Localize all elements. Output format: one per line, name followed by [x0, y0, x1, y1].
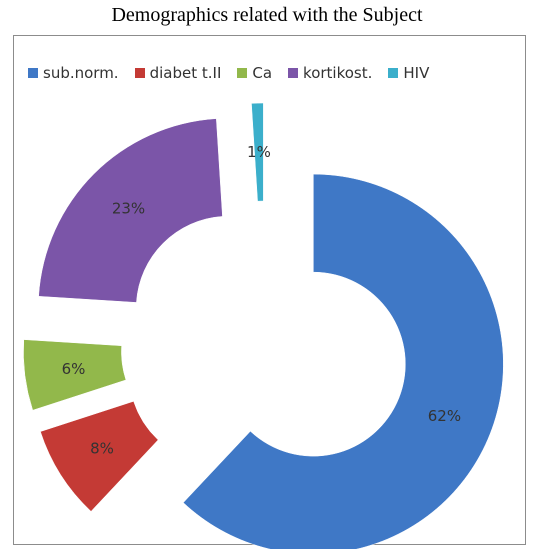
legend-item: sub.norm. — [28, 64, 119, 82]
legend-swatch — [388, 68, 399, 78]
donut-slice-ca — [23, 339, 127, 411]
legend-label: kortikost. — [303, 64, 373, 82]
legend-item: HIV — [388, 64, 429, 82]
legend-swatch — [288, 68, 299, 78]
legend-label: sub.norm. — [43, 64, 119, 82]
legend-label: diabet t.II — [149, 64, 222, 82]
donut-slice-sub-norm — [182, 173, 504, 549]
chart-title: Demographics related with the Subject — [111, 4, 423, 26]
slice-data-label: 1% — [247, 143, 271, 161]
slice-data-label: 6% — [62, 360, 86, 378]
donut-slice-diabet-t-ii — [40, 400, 159, 512]
legend: sub.norm. diabet t.II Ca kortikost. HIV — [28, 61, 429, 85]
legend-swatch — [237, 68, 248, 78]
slice-data-label: 8% — [90, 439, 114, 457]
legend-label: HIV — [403, 64, 430, 82]
legend-item: kortikost. — [288, 64, 372, 82]
donut-slice-hiv — [251, 102, 264, 202]
legend-swatch — [28, 68, 38, 78]
donut-slice-kortikost — [38, 118, 223, 303]
legend-item: Ca — [237, 64, 272, 82]
legend-label: Ca — [252, 64, 273, 82]
legend-swatch — [134, 68, 145, 78]
slice-data-label: 23% — [112, 200, 145, 218]
slice-data-label: 62% — [428, 407, 461, 425]
legend-item: diabet t.II — [134, 64, 222, 82]
